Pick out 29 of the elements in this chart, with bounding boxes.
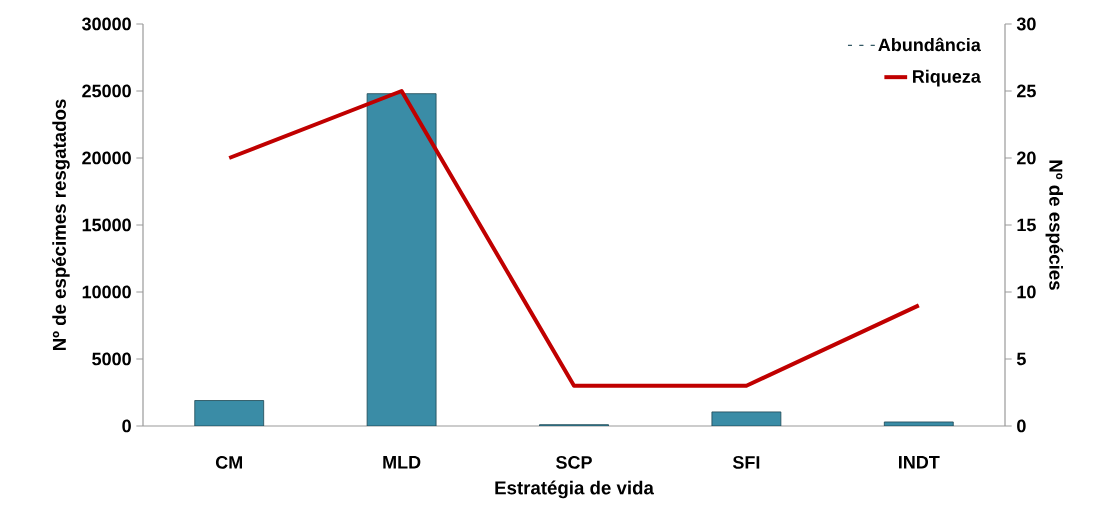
y-tick-label: 10000: [82, 285, 131, 299]
y-tick-label: 15000: [82, 218, 131, 232]
y-tick-label: 30000: [81, 17, 131, 31]
x-tick-label: CM: [215, 456, 243, 469]
y-tick-label: 0: [122, 419, 131, 433]
x-tick-label: SFI: [732, 456, 760, 469]
y2-tick-label: 5: [1016, 352, 1026, 366]
x-tick-label: SCP: [556, 456, 592, 469]
legend-label: Abundância: [878, 37, 981, 52]
bar: [711, 411, 782, 426]
y2-tick-label: 10: [1017, 285, 1036, 299]
line-series: [227, 88, 921, 388]
bar: [883, 421, 954, 426]
y-tick-label: 25000: [82, 84, 131, 98]
y2-tick-label: 30: [1016, 17, 1036, 31]
x-tick-label: MLD: [383, 456, 421, 469]
y2-axis-title: Nº de espécies: [1045, 160, 1064, 290]
bar: [366, 93, 437, 426]
x-tick-label: INDT: [899, 456, 940, 469]
y-axis-title: Nº de espécimes resgatados: [52, 99, 70, 351]
x-axis-title: Estratégia de vida: [495, 480, 654, 499]
y2-tick-label: 0: [1017, 419, 1026, 433]
y2-tick-label: 20: [1017, 151, 1036, 165]
y-tick-label: 5000: [92, 352, 131, 366]
bar: [194, 400, 265, 426]
legend-label: Riqueza: [913, 69, 981, 87]
y2-tick-label: 15: [1017, 218, 1036, 232]
y-tick-label: 20000: [82, 151, 131, 165]
y2-tick-label: 25: [1017, 84, 1036, 98]
